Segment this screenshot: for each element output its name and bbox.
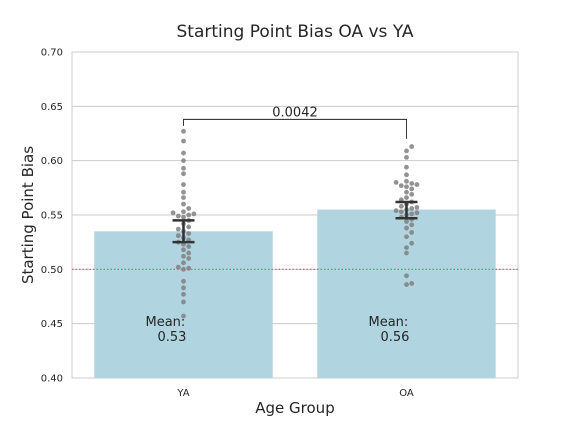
y-tick-label: 0.50	[41, 265, 63, 276]
data-point	[181, 313, 186, 319]
significance-bracket: 0.0042	[183, 105, 407, 139]
data-point	[181, 165, 186, 171]
data-point	[175, 226, 181, 232]
y-tick-label: 0.70	[41, 48, 63, 59]
data-point	[409, 206, 415, 211]
data-point	[409, 222, 415, 228]
data-point	[186, 206, 192, 211]
x-tick-label: OA	[399, 388, 414, 399]
p-value-label: 0.0042	[272, 105, 318, 120]
data-point	[186, 265, 192, 271]
data-point	[181, 299, 186, 305]
data-point	[409, 186, 415, 192]
data-point	[181, 171, 186, 177]
data-point	[181, 247, 186, 253]
data-point	[191, 211, 197, 217]
data-point	[181, 138, 186, 144]
data-point	[186, 212, 192, 218]
data-point	[409, 211, 415, 217]
data-point	[170, 210, 176, 216]
data-point	[181, 260, 186, 266]
data-point	[175, 264, 181, 270]
data-point	[393, 208, 399, 214]
data-point	[181, 214, 186, 220]
chart-title: Starting Point Bias OA vs YA	[176, 22, 413, 42]
data-point	[404, 225, 409, 231]
data-point	[186, 256, 192, 261]
data-point	[404, 155, 409, 160]
data-point	[404, 164, 409, 170]
y-tick-label: 0.45	[41, 319, 63, 330]
data-point	[409, 240, 415, 246]
data-point	[404, 234, 409, 240]
data-point	[404, 250, 409, 256]
bar	[94, 231, 273, 378]
data-point	[409, 281, 415, 286]
data-point	[404, 273, 409, 279]
data-point	[414, 210, 420, 216]
data-point	[175, 233, 181, 239]
x-tick-label: YA	[176, 388, 189, 399]
data-point	[181, 266, 186, 272]
data-point	[409, 144, 415, 149]
data-point	[404, 178, 409, 184]
data-point	[186, 244, 192, 249]
y-tick-label: 0.55	[41, 211, 63, 222]
data-point	[409, 229, 415, 235]
data-point	[181, 189, 186, 195]
data-point	[181, 128, 186, 134]
data-point	[181, 291, 186, 297]
data-point	[404, 219, 409, 224]
data-point	[404, 282, 409, 287]
mean-value: 0.56	[381, 330, 410, 345]
data-point	[181, 253, 186, 259]
data-point	[181, 209, 186, 215]
data-point	[404, 245, 409, 251]
x-axis-title: Age Group	[255, 399, 334, 417]
data-point	[398, 183, 404, 189]
data-point	[393, 180, 399, 185]
y-axis-title: Starting Point Bias	[19, 146, 37, 284]
data-point	[404, 148, 409, 154]
mean-label: Mean:	[146, 315, 186, 330]
y-tick-label: 0.40	[41, 374, 63, 385]
data-point	[186, 224, 192, 230]
data-point	[181, 182, 186, 187]
data-point	[186, 231, 192, 236]
y-tick-label: 0.60	[41, 156, 63, 167]
mean-label: Mean:	[369, 315, 409, 330]
data-point	[186, 250, 192, 256]
data-point	[404, 195, 409, 201]
data-point	[414, 204, 420, 210]
error-bars	[172, 200, 418, 244]
x-tick-labels: YA OA	[176, 388, 414, 399]
data-point	[398, 209, 404, 215]
data-point	[181, 150, 186, 156]
data-point	[409, 191, 415, 197]
data-point	[398, 203, 404, 209]
significance-line	[183, 118, 407, 139]
data-point	[409, 181, 415, 186]
data-point	[414, 182, 420, 187]
y-tick-label: 0.65	[41, 102, 63, 113]
mean-value: 0.53	[158, 330, 187, 345]
data-point	[181, 195, 186, 201]
data-point	[181, 201, 186, 207]
data-point	[175, 213, 181, 219]
y-tick-labels: 0.40 0.45 0.50 0.55 0.60 0.65 0.70	[41, 48, 63, 385]
data-point	[181, 285, 186, 291]
data-point	[181, 158, 186, 164]
data-point	[404, 189, 409, 195]
data-point	[181, 278, 186, 284]
data-point	[404, 184, 409, 190]
data-point	[404, 172, 409, 178]
